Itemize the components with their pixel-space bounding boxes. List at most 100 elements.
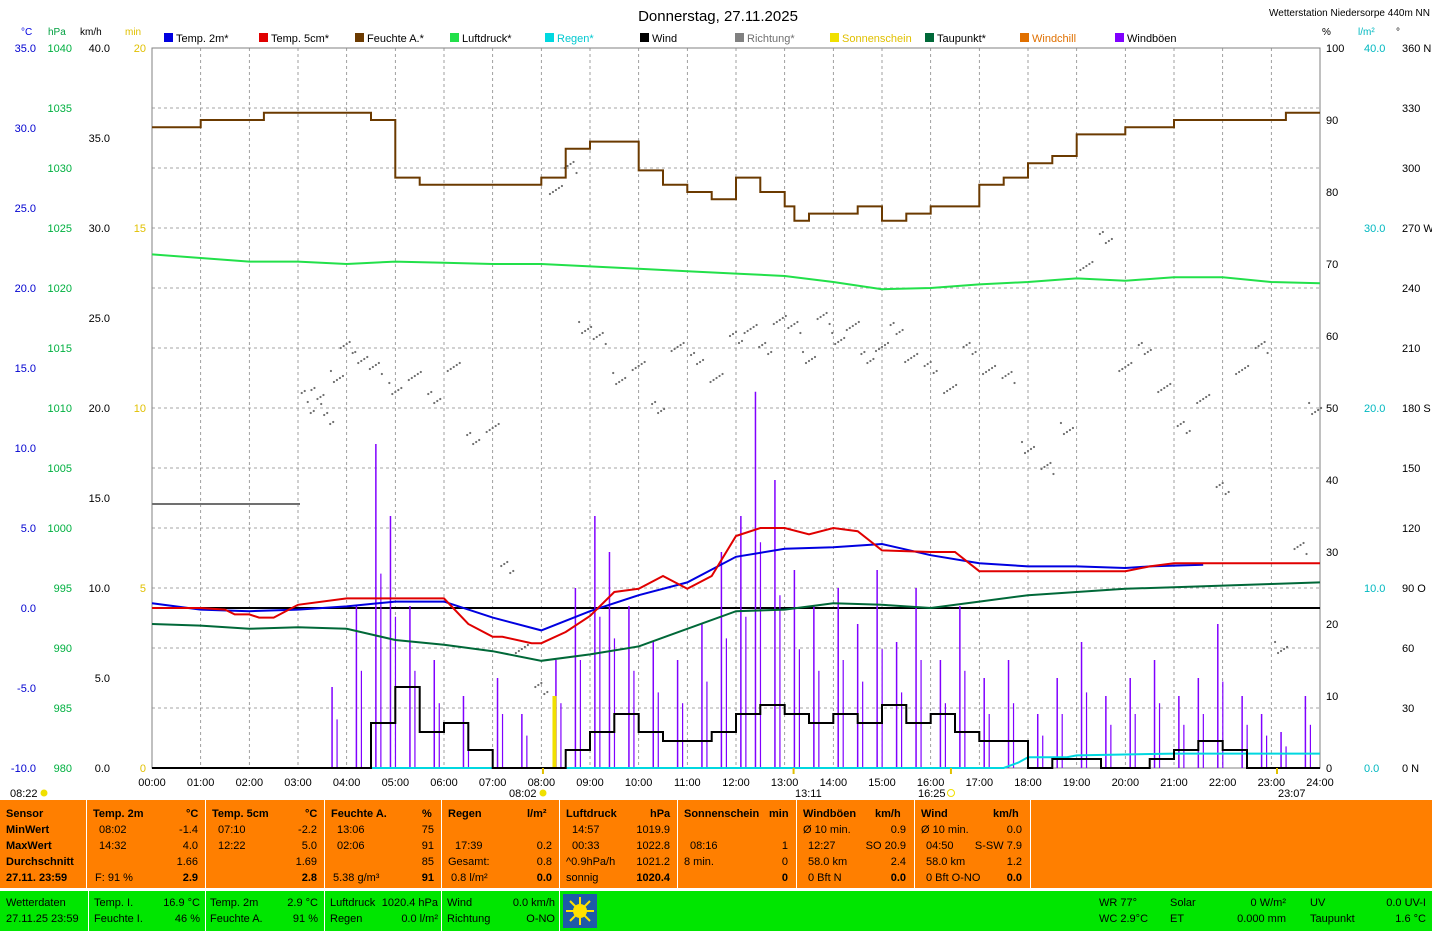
richtung-point: [804, 361, 808, 365]
legend-swatch-1: [259, 33, 268, 42]
richtung-point: [926, 362, 929, 366]
wind-max: S-SW 7.9: [974, 840, 1022, 852]
richtung-point: [1065, 430, 1069, 434]
wind_kmh-tick-8: 0.0: [95, 763, 110, 775]
richtung-point: [651, 402, 654, 406]
richtung-point: [500, 564, 503, 568]
richtung-point: [1247, 364, 1250, 368]
richtung-point: [946, 389, 949, 393]
richtung-point: [351, 351, 354, 355]
unit-hpa: hPa: [48, 27, 66, 38]
richtung-point: [822, 313, 825, 317]
richtung-point: [543, 692, 546, 696]
feuchte-avg: 85: [421, 856, 434, 868]
x-tick-5: 05:00: [382, 777, 410, 789]
unit-rain: l/m²: [1358, 27, 1375, 38]
temp_c-tick-2: 25.0: [15, 203, 36, 215]
sun_min-tick-1: 15: [134, 223, 146, 235]
richtung-point: [1023, 451, 1027, 455]
richtung-point: [494, 424, 497, 428]
legend-label-8: Taupunkt*: [937, 33, 987, 45]
richtung-point: [329, 422, 332, 426]
richtung-point: [631, 368, 634, 372]
richtung-point: [1238, 370, 1241, 374]
x-tick-8: 08:00: [528, 777, 556, 789]
richtung-point: [889, 323, 892, 327]
richtung-point: [1257, 344, 1260, 348]
x-tick-12: 12:00: [722, 777, 750, 789]
richtung-point: [679, 343, 682, 347]
humidity_pct-tick-2: 80: [1326, 187, 1338, 199]
richtung-point: [497, 422, 500, 426]
luftdruck-extra: sonnig: [566, 872, 599, 884]
row-date-label: 27.11. 23:59: [6, 872, 68, 884]
rain_lm2-tick-0: 40.0: [1364, 43, 1385, 55]
legend-swatch-6: [735, 33, 744, 42]
moon-time: 23:07: [1278, 788, 1306, 800]
luftdruck-current: 1020.4: [636, 872, 670, 884]
humidity_pct-tick-0: 100: [1326, 43, 1344, 55]
legend-swatch-10: [1115, 33, 1124, 42]
richtung-point: [848, 326, 851, 330]
richtung-point: [637, 364, 640, 368]
rain_lm2-tick-1: 30.0: [1364, 223, 1385, 235]
richtung-point: [913, 354, 916, 358]
richtung-point: [863, 350, 866, 354]
sunshine-bar: [552, 696, 557, 768]
temp5cm-min: -2.2: [298, 824, 317, 836]
temp_c-tick-4: 15.0: [15, 363, 36, 375]
legend-swatch-3: [450, 33, 459, 42]
legend-swatch-7: [830, 33, 839, 42]
richtung-point: [968, 341, 971, 345]
richtung-point: [554, 188, 558, 192]
temp5cm-min-time: 07:10: [218, 824, 246, 836]
richtung-point: [895, 332, 898, 336]
richtung-point: [1285, 645, 1289, 649]
richtung-point: [604, 342, 607, 346]
richtung-point: [670, 349, 673, 353]
richtung-point: [413, 374, 416, 378]
temp5cm-max: 5.0: [301, 840, 317, 852]
richtung-point: [621, 378, 624, 382]
richtung-point: [843, 336, 846, 340]
richtung-point: [1013, 381, 1016, 385]
direction_deg-tick-4: 240: [1402, 283, 1420, 295]
marks: [151, 111, 1323, 774]
wind-max-time: 04:50: [926, 840, 954, 852]
temp_c-tick-5: 10.0: [15, 443, 36, 455]
x-tick-13: 13:00: [771, 777, 799, 789]
row-min-label: MinWert: [6, 824, 50, 836]
sonne-max: 1: [781, 840, 788, 852]
windboeen-avg-label: 58.0 km: [808, 856, 848, 868]
temp5cm-max-time: 12:22: [218, 840, 246, 852]
status-et-label: ET: [1170, 913, 1185, 925]
richtung-point: [348, 340, 351, 344]
richtung-point: [341, 374, 345, 378]
x-tick-16: 16:00: [917, 777, 945, 789]
richtung-point: [660, 409, 663, 413]
temp_c-tick-1: 30.0: [15, 123, 36, 135]
richtung-point: [339, 346, 342, 350]
direction_deg-tick-2: 300: [1402, 163, 1420, 175]
richtung-point: [410, 376, 413, 380]
richtung-point: [310, 388, 313, 392]
richtung-point: [886, 341, 890, 345]
wind-min-label: Ø 10 min.: [921, 824, 969, 836]
richtung-point: [1049, 461, 1052, 465]
richtung-point: [787, 326, 790, 330]
axes: 35.0 30.0 25.0 20.0 15.0 10.0 5.0 0.0 -5.0 -10.0 1…: [11, 43, 1432, 789]
status-bar: Wetterdaten 27.11.25 23:59 Temp. I. 16.9…: [0, 891, 1432, 931]
richtung-point: [475, 440, 478, 444]
sunrise-mark-time: 08:02: [509, 788, 537, 800]
richtung-point: [1227, 490, 1230, 494]
richtung-point: [689, 353, 693, 357]
richtung-point: [1088, 262, 1091, 266]
richtung-point: [796, 320, 799, 324]
unit-temp: °C: [21, 27, 32, 38]
rain_lm2-tick-3: 10.0: [1364, 583, 1385, 595]
humidity_pct-tick-10: 0: [1326, 763, 1332, 775]
direction_deg-tick-3: 270 W: [1402, 223, 1432, 235]
richtung-point: [449, 367, 452, 371]
pressure_hpa-tick-5: 1015: [48, 343, 72, 355]
richtung-point: [790, 324, 793, 328]
